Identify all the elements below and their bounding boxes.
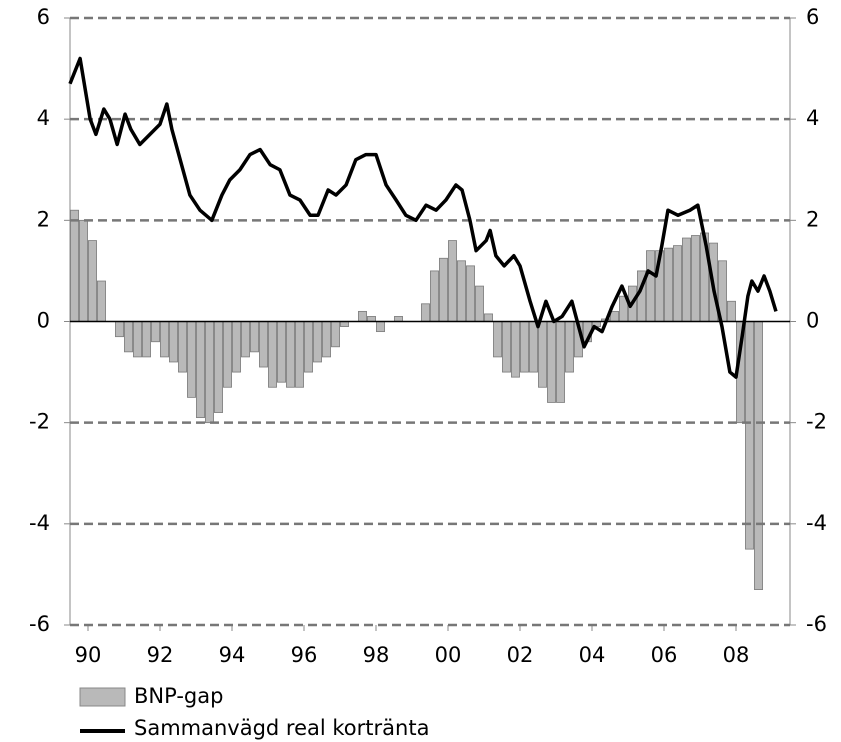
bar bbox=[133, 321, 142, 358]
bar bbox=[367, 316, 376, 322]
bar bbox=[745, 321, 754, 550]
bar bbox=[466, 265, 475, 322]
y2-tick-label: -2 bbox=[806, 410, 827, 434]
bar bbox=[520, 321, 529, 373]
x-tick-label: 06 bbox=[651, 643, 678, 667]
bar bbox=[484, 313, 493, 322]
bar bbox=[160, 321, 169, 358]
bar bbox=[205, 321, 214, 424]
bar bbox=[79, 219, 88, 322]
bar bbox=[673, 245, 682, 322]
bar bbox=[115, 321, 124, 338]
bar bbox=[439, 257, 448, 322]
y2-tick-label: -6 bbox=[806, 612, 827, 636]
bar bbox=[331, 321, 340, 348]
bar bbox=[124, 321, 133, 353]
bar bbox=[259, 321, 268, 368]
bar bbox=[70, 209, 79, 322]
bar bbox=[313, 321, 322, 363]
bar bbox=[178, 321, 187, 373]
bar bbox=[88, 240, 97, 322]
bar bbox=[286, 321, 295, 388]
y-tick-label: 0 bbox=[37, 309, 50, 333]
bar bbox=[340, 321, 349, 327]
bar bbox=[304, 321, 313, 373]
bar bbox=[538, 321, 547, 388]
y2-tick-label: 6 bbox=[806, 5, 819, 29]
bar bbox=[295, 321, 304, 388]
bar bbox=[556, 321, 565, 403]
bar bbox=[754, 321, 763, 590]
bar bbox=[376, 321, 385, 333]
x-tick-label: 96 bbox=[291, 643, 318, 667]
bar bbox=[214, 321, 223, 413]
y-tick-label: 4 bbox=[37, 106, 50, 130]
y-tick-label: -2 bbox=[29, 410, 50, 434]
y2-tick-label: 0 bbox=[806, 309, 819, 333]
bar bbox=[547, 321, 556, 403]
x-tick-label: 02 bbox=[507, 643, 534, 667]
bar bbox=[151, 321, 160, 343]
bar bbox=[232, 321, 241, 373]
bar bbox=[529, 321, 538, 373]
bar bbox=[241, 321, 250, 358]
bar bbox=[430, 270, 439, 322]
y-tick-label: -4 bbox=[29, 511, 50, 535]
bar bbox=[565, 321, 574, 373]
bar bbox=[277, 321, 286, 383]
bar bbox=[502, 321, 511, 373]
line bbox=[68, 56, 778, 379]
bar bbox=[475, 285, 484, 322]
bar bbox=[421, 303, 430, 322]
bar bbox=[223, 321, 232, 388]
x-tick-label: 08 bbox=[723, 643, 750, 667]
y2-tick-label: 4 bbox=[806, 106, 819, 130]
y2-tick-label: 2 bbox=[806, 207, 819, 231]
bar bbox=[358, 310, 367, 322]
bar bbox=[682, 237, 691, 322]
bar bbox=[493, 321, 502, 358]
bar bbox=[610, 310, 619, 322]
x-tick-label: 04 bbox=[579, 643, 606, 667]
y-tick-label: 6 bbox=[37, 5, 50, 29]
x-tick-label: 00 bbox=[435, 643, 462, 667]
bar bbox=[664, 247, 673, 322]
bar bbox=[187, 321, 196, 398]
legend-label: Sammanvägd real kortränta bbox=[134, 716, 429, 740]
y-tick-label: 2 bbox=[37, 207, 50, 231]
x-tick-label: 94 bbox=[219, 643, 246, 667]
bar bbox=[457, 260, 466, 322]
legend-swatch-bar bbox=[79, 687, 126, 707]
x-tick-label: 92 bbox=[147, 643, 174, 667]
x-tick-label: 98 bbox=[363, 643, 390, 667]
bar bbox=[322, 321, 331, 358]
x-tick-label: 90 bbox=[75, 643, 102, 667]
bar bbox=[727, 300, 736, 322]
bar bbox=[142, 321, 151, 358]
bar bbox=[196, 321, 205, 419]
bar bbox=[169, 321, 178, 363]
bar bbox=[394, 316, 403, 322]
bar bbox=[511, 321, 520, 378]
bar bbox=[97, 280, 106, 322]
y2-tick-label: -4 bbox=[806, 511, 827, 535]
bar bbox=[268, 321, 277, 388]
legend-label: BNP-gap bbox=[134, 684, 223, 708]
bar bbox=[250, 321, 259, 353]
bar bbox=[691, 235, 700, 322]
bar bbox=[448, 240, 457, 322]
bar bbox=[646, 250, 655, 322]
y-tick-label: -6 bbox=[29, 612, 50, 636]
